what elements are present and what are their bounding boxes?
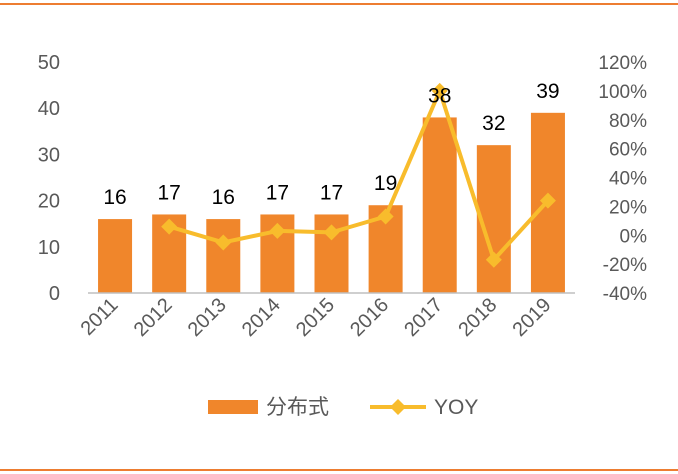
bar-data-label: 38 bbox=[428, 84, 451, 107]
x-tick-label: 2019 bbox=[508, 294, 555, 341]
yoy-marker bbox=[377, 208, 394, 225]
legend-line-marker bbox=[390, 399, 406, 415]
bar bbox=[98, 219, 133, 293]
yoy-marker bbox=[323, 224, 340, 241]
y-right-tick-label: -20% bbox=[603, 255, 647, 276]
yoy-marker bbox=[485, 251, 502, 268]
y-left-tick-label: 0 bbox=[49, 283, 60, 305]
x-tick-label: 2018 bbox=[454, 294, 501, 341]
bar-data-label: 32 bbox=[482, 112, 505, 135]
bar bbox=[206, 219, 241, 293]
yoy-marker bbox=[269, 222, 286, 239]
legend-bar-swatch bbox=[208, 400, 258, 414]
x-tick-label: 2011 bbox=[77, 294, 123, 340]
y-right-tick-label: 40% bbox=[609, 169, 647, 190]
bar-data-label: 16 bbox=[212, 186, 235, 209]
y-left-tick-label: 40 bbox=[38, 98, 60, 120]
bottom-rule bbox=[0, 469, 678, 471]
x-tick-label: 2017 bbox=[400, 294, 447, 341]
y-left-tick-label: 30 bbox=[38, 144, 60, 166]
bar bbox=[422, 117, 457, 293]
yoy-marker bbox=[215, 234, 232, 251]
y-left-tick-label: 20 bbox=[38, 191, 60, 213]
x-tick-label: 2013 bbox=[184, 294, 231, 341]
y-right-tick-label: 60% bbox=[609, 140, 647, 161]
y-right-tick-label: -40% bbox=[603, 284, 647, 305]
y-left-tick-label: 50 bbox=[38, 52, 60, 74]
top-rule bbox=[0, 3, 678, 5]
y-left-tick-label: 10 bbox=[38, 237, 60, 259]
bar-data-label: 17 bbox=[266, 181, 289, 204]
bar-data-label: 17 bbox=[157, 181, 180, 204]
legend-label-bars: 分布式 bbox=[266, 396, 329, 419]
bar-data-label: 39 bbox=[536, 80, 559, 103]
yoy-marker bbox=[539, 192, 556, 209]
y-right-tick-label: 0% bbox=[620, 226, 648, 247]
x-tick-label: 2014 bbox=[238, 294, 285, 341]
y-right-tick-label: 100% bbox=[598, 82, 647, 103]
x-tick-label: 2015 bbox=[292, 294, 339, 341]
y-right-tick-label: 20% bbox=[609, 197, 647, 218]
bar-data-label: 17 bbox=[320, 181, 343, 204]
x-tick-label: 2016 bbox=[346, 294, 393, 341]
bar-data-label: 19 bbox=[374, 172, 397, 195]
yoy-line bbox=[168, 88, 550, 262]
yoy-marker bbox=[431, 82, 448, 99]
y-right-tick-label: 120% bbox=[598, 53, 647, 74]
y-right-tick-label: 80% bbox=[609, 111, 647, 132]
legend-label-line: YOY bbox=[434, 396, 478, 419]
yoy-marker bbox=[161, 218, 178, 235]
bar-data-label: 16 bbox=[103, 186, 126, 209]
x-tick-label: 2012 bbox=[130, 294, 177, 341]
